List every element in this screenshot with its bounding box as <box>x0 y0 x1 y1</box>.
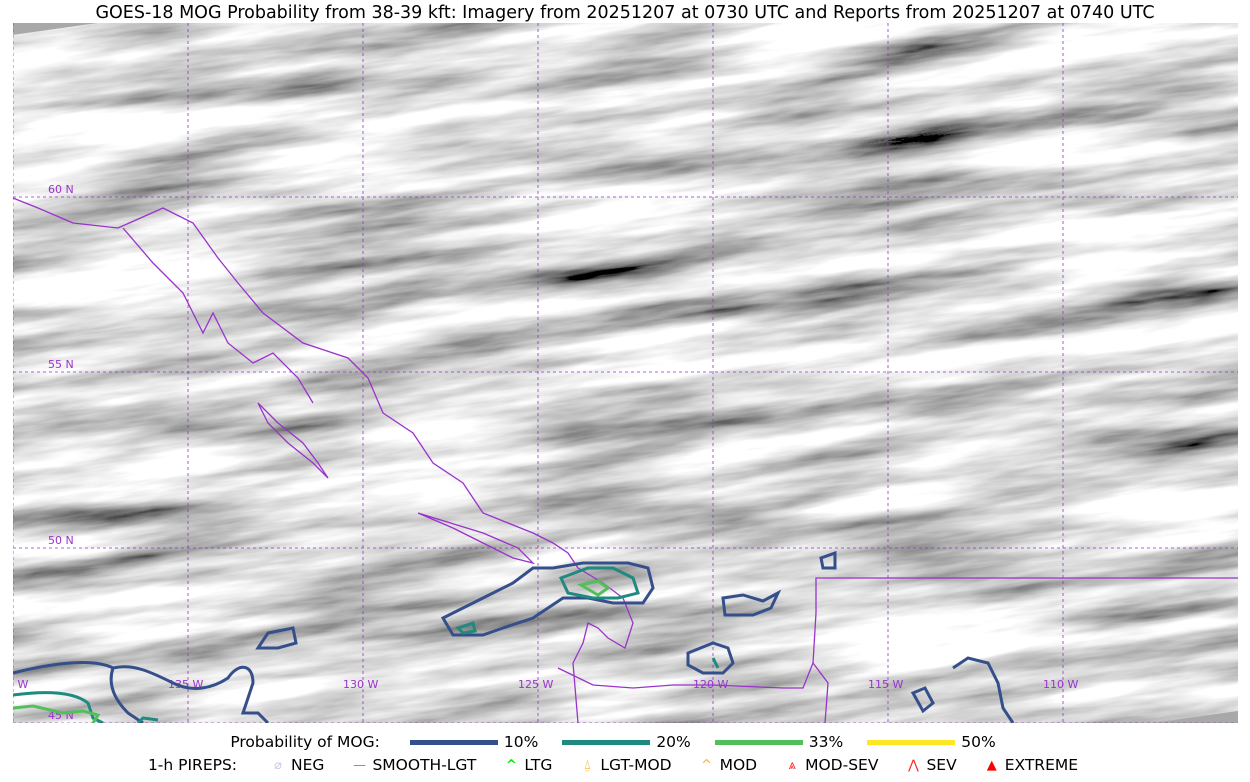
double-caret-icon: ⋀ <box>908 757 919 773</box>
legend-label: 10% <box>503 733 539 751</box>
caret-icon: ^ <box>701 757 713 773</box>
pirep-mod-sev: ⩓ MOD-SEV <box>781 756 878 774</box>
legend-label: LTG <box>524 756 553 774</box>
line-icon: — <box>352 757 366 773</box>
legend-label: EXTREME <box>1004 756 1079 774</box>
longitude-label: 140 W <box>13 678 28 691</box>
caret-bar-icon: ⍙ <box>583 757 592 773</box>
swatch-33 <box>714 739 803 745</box>
legend-label: 33% <box>808 733 844 751</box>
probability-legend-label: Probability of MOG: <box>230 733 380 751</box>
pirep-sev: ⋀ SEV <box>902 756 957 774</box>
double-caret-bar-icon: ⩓ <box>788 757 796 773</box>
swatch-50 <box>867 739 956 745</box>
legend-label: 50% <box>961 733 996 751</box>
legend-item-20: 20% <box>562 733 691 751</box>
pireps-legend-label: 1-h PIREPS: <box>147 756 238 774</box>
pirep-lgt-mod: ⍙ LGT-MOD <box>576 756 671 774</box>
swatch-10 <box>409 739 498 745</box>
mog-33-percent-contours <box>13 579 611 723</box>
latitude-label: 60 N <box>48 183 74 196</box>
pirep-ltg: ^ LTG <box>500 756 552 774</box>
longitude-label: 130 W <box>343 678 378 691</box>
legend-item-50: 50% <box>867 733 996 751</box>
pirep-neg: ⌀ NEG <box>267 756 324 774</box>
probability-legend: Probability of MOG: 10% 20% 33% 50% <box>0 733 1250 751</box>
mog-20-percent-contours <box>13 566 720 723</box>
legend-label: MOD <box>719 756 758 774</box>
legend-label: MOD-SEV <box>805 756 879 774</box>
pirep-extreme: ▲ EXTREME <box>981 756 1078 774</box>
latitude-label: 50 N <box>48 534 74 547</box>
neg-icon: ⌀ <box>274 757 282 773</box>
longitude-label: 125 W <box>518 678 553 691</box>
longitude-label: 115 W <box>868 678 903 691</box>
filled-triangle-icon: ▲ <box>986 757 997 773</box>
pirep-mod: ^ MOD <box>696 756 758 774</box>
caret-icon: ^ <box>505 757 517 773</box>
coastline <box>13 197 1238 723</box>
chart-title: GOES-18 MOG Probability from 38-39 kft: … <box>95 3 1155 23</box>
legend-item-10: 10% <box>409 733 539 751</box>
pireps-legend: 1-h PIREPS: ⌀ NEG — SMOOTH-LGT ^ LTG ⍙ LGT-M… <box>0 756 1250 774</box>
legend-label: SEV <box>926 756 957 774</box>
legend-item-33: 33% <box>714 733 844 751</box>
mog-10-percent-contours <box>13 550 1015 723</box>
swatch-20 <box>562 739 651 745</box>
legend-label: LGT-MOD <box>600 756 672 774</box>
latitude-label: 55 N <box>48 358 74 371</box>
legend-label: SMOOTH-LGT <box>372 756 477 774</box>
cloud-imagery <box>13 23 1238 723</box>
legend-label: NEG <box>291 756 325 774</box>
pirep-smooth-lgt: — SMOOTH-LGT <box>348 756 476 774</box>
legend-label: 20% <box>656 733 691 751</box>
longitude-label: 110 W <box>1043 678 1078 691</box>
